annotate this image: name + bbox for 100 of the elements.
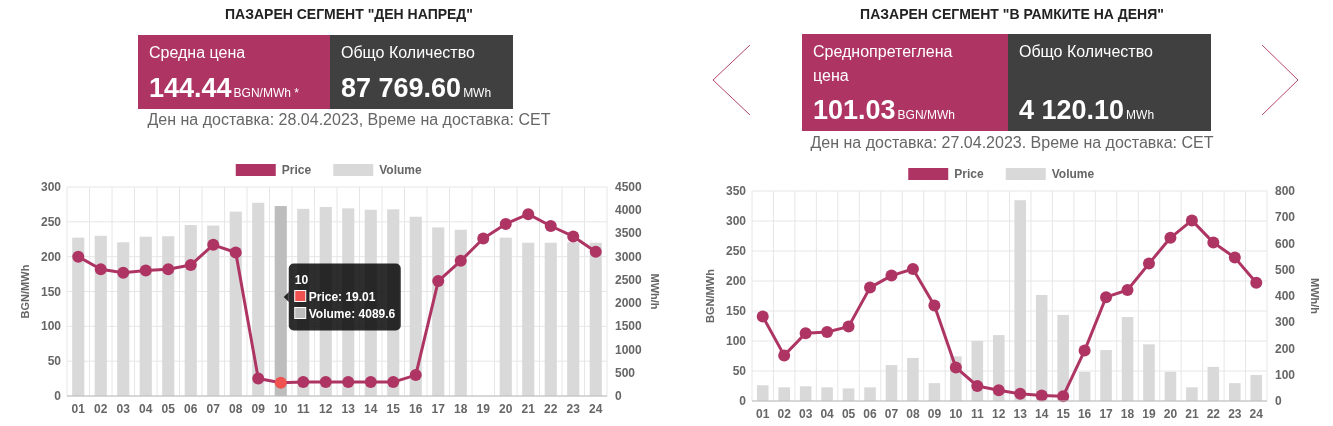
x-tick-label: 10 (274, 402, 288, 416)
bar (522, 242, 535, 396)
x-tick-label: 04 (139, 402, 153, 416)
bar (799, 386, 812, 401)
bar (184, 225, 197, 396)
y-tick-label: 300 (725, 214, 747, 228)
bar (907, 357, 919, 401)
y2-tick-label: 3500 (615, 226, 643, 241)
x-tick-label: 14 (364, 402, 378, 416)
point (252, 372, 265, 385)
bar (72, 237, 85, 396)
point (1100, 291, 1113, 304)
x-tick-label: 16 (1077, 407, 1092, 421)
point (477, 232, 490, 245)
y-tick-label: 200 (40, 249, 62, 264)
text: Общо Количество (341, 44, 475, 61)
text: 4 120.10 (1019, 95, 1125, 125)
text: BGN/MWh * (233, 86, 300, 100)
bar (544, 242, 557, 396)
y-tick-label: 250 (40, 214, 62, 229)
point (756, 310, 769, 323)
bar (499, 237, 512, 396)
point (1228, 251, 1241, 264)
y-axis-title: BGN/MWh (704, 268, 716, 323)
chart-title: ПАЗАРЕН СЕГМЕНТ "В РАМКИТЕ НА ДЕНЯ" (860, 6, 1164, 22)
point (906, 263, 919, 275)
point (1207, 236, 1220, 249)
text: 87 769.60 (341, 73, 462, 103)
point (1121, 284, 1134, 296)
point (1014, 387, 1027, 400)
x-tick-label: 22 (544, 402, 558, 416)
x-tick-label: 11 (970, 407, 984, 421)
x-tick-label: 10 (949, 407, 963, 421)
text: BGN/MWh (897, 108, 955, 122)
y-tick-label: 100 (725, 334, 747, 348)
point (432, 275, 445, 288)
bar (229, 211, 242, 396)
bar (1164, 371, 1177, 401)
x-tick-label: 02 (777, 407, 792, 421)
y2-axis-title: MWh/h (649, 273, 661, 310)
point (778, 349, 791, 362)
text: Общо Количество (1019, 43, 1153, 60)
y2-axis-title: MWh/h (1309, 277, 1321, 315)
y2-tick-label: 4500 (615, 180, 643, 194)
x-tick-label: 04 (820, 407, 835, 421)
y-tick-label: 50 (732, 364, 747, 378)
x-tick-label: 17 (431, 402, 446, 416)
y-tick-label: 350 (725, 184, 747, 198)
x-tick-label: 15 (386, 402, 401, 416)
x-tick-label: 06 (184, 402, 198, 416)
text: MWh (1126, 108, 1155, 122)
y-tick-label: 100 (40, 319, 62, 334)
bar (1014, 200, 1027, 401)
bar (885, 365, 898, 401)
point (971, 380, 984, 392)
x-tick-label: 02 (94, 402, 108, 416)
point (342, 376, 355, 389)
bar (756, 385, 769, 401)
x-tick-label: 12 (992, 407, 1006, 421)
point (864, 281, 877, 294)
x-tick-label: 07 (206, 402, 221, 416)
text: 101.03 (813, 95, 896, 125)
x-tick-label: 03 (116, 402, 131, 416)
y2-tick-label: 500 (615, 365, 636, 380)
point (544, 220, 557, 233)
bar (842, 388, 855, 401)
bar (139, 236, 152, 396)
x-tick-label: 12 (319, 402, 333, 416)
bar (1121, 317, 1134, 401)
legend-label: Price (954, 167, 984, 181)
x-tick-label: 20 (499, 402, 513, 416)
tooltip: 10 Price: 19.01 Volume: 4089.6 (283, 263, 401, 331)
x-tick-label: 19 (1142, 407, 1156, 421)
point (799, 327, 812, 340)
x-tick-label: 08 (906, 407, 920, 421)
x-tick-label: 24 (589, 402, 603, 416)
x-tick-label: 22 (1206, 407, 1221, 421)
x-tick-label: 13 (1013, 407, 1028, 421)
point (1164, 231, 1177, 244)
y-tick-label: 300 (40, 180, 62, 194)
point (1185, 214, 1198, 227)
y2-tick-label: 0 (1275, 394, 1282, 408)
y2-tick-label: 2500 (615, 272, 643, 287)
bar (454, 229, 467, 396)
y2-tick-label: 0 (615, 389, 622, 403)
y-tick-label: 150 (725, 304, 747, 318)
x-tick-label: 17 (1099, 407, 1114, 421)
bar (94, 235, 107, 396)
point (319, 376, 332, 389)
y-tick-label: 250 (725, 244, 747, 258)
x-tick-label: 16 (409, 402, 423, 416)
bar (1186, 387, 1198, 401)
legend-label: Volume (1051, 167, 1095, 181)
annotation: Price: 19.01 (308, 289, 376, 304)
bar (162, 236, 175, 396)
point (207, 238, 220, 251)
chart-title: ПАЗАРЕН СЕГМЕНТ "ДЕН НАПРЕД" (224, 6, 474, 22)
bar (1229, 383, 1241, 401)
bar (409, 216, 422, 396)
x-tick-label: 11 (296, 402, 310, 416)
